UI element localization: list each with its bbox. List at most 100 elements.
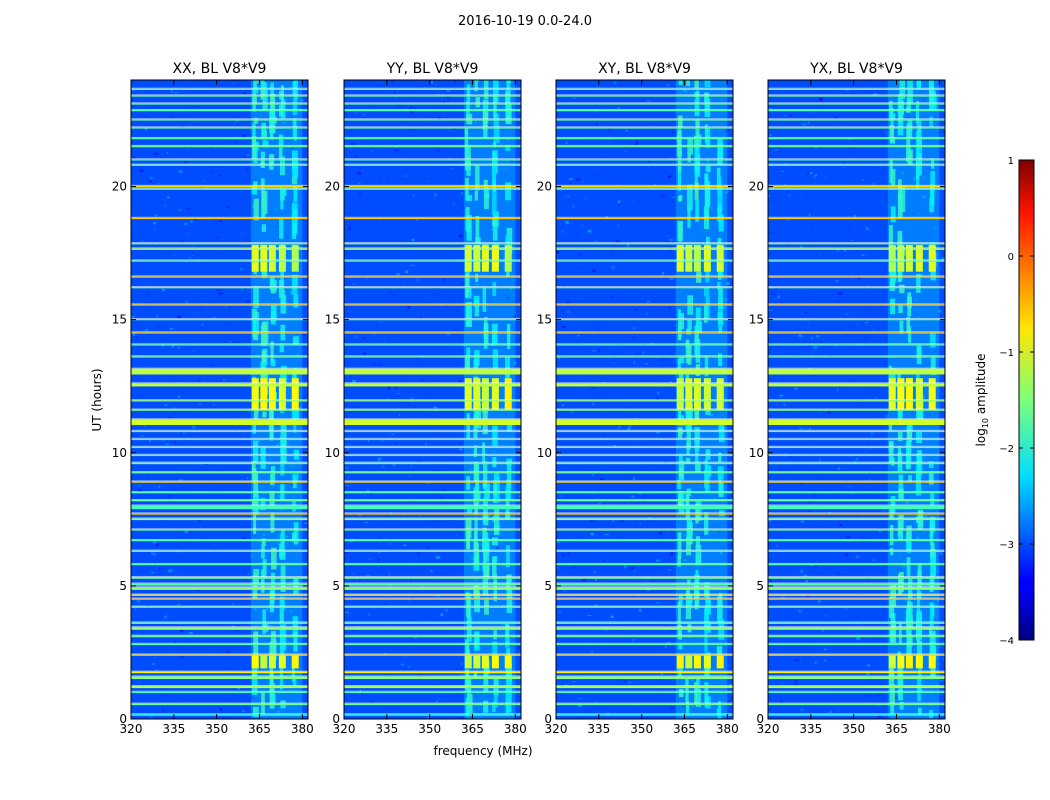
rfi-line xyxy=(131,159,308,161)
bright-block xyxy=(260,378,268,411)
signal-streak xyxy=(717,353,723,367)
bright-block xyxy=(928,245,936,272)
rfi-line xyxy=(768,643,945,646)
rfi-line xyxy=(768,691,945,694)
rfi-line xyxy=(131,685,308,689)
signal-streak xyxy=(898,267,903,281)
y-tick-label: 0 xyxy=(544,712,552,726)
y-tick-label: 20 xyxy=(325,180,340,194)
rfi-line xyxy=(344,260,521,262)
signal-streak xyxy=(718,427,725,443)
rfi-line xyxy=(556,159,733,161)
signal-streak xyxy=(281,528,285,555)
bright-block xyxy=(685,378,693,411)
rfi-line xyxy=(556,400,733,402)
rfi-lines xyxy=(768,87,945,716)
panel-xx: XX, BL V8*V9 320 335 350 365 380 0 5 10 15 20 xyxy=(112,61,314,736)
signal-streak xyxy=(918,707,922,715)
signal-streak xyxy=(293,577,299,594)
signal-streak xyxy=(718,286,723,309)
rfi-line xyxy=(344,594,521,596)
rfi-line xyxy=(556,88,733,90)
signal-streak xyxy=(474,190,478,201)
rfi-line xyxy=(344,318,521,321)
rfi-line xyxy=(131,643,308,646)
rfi-line xyxy=(131,185,308,188)
signal-streak xyxy=(466,84,471,101)
signal-streak xyxy=(505,623,509,639)
rfi-line xyxy=(768,472,945,474)
rfi-line xyxy=(344,430,521,433)
rfi-line xyxy=(556,332,733,334)
rfi-line xyxy=(556,287,733,289)
rfi-line xyxy=(768,505,945,510)
rfi-line xyxy=(344,188,521,190)
colorbar-tick-label: 0 xyxy=(1008,252,1014,263)
y-tick-label: 0 xyxy=(332,712,340,726)
rfi-line xyxy=(131,481,308,483)
rfi-line xyxy=(556,185,733,188)
signal-streak xyxy=(694,80,699,89)
signal-streak xyxy=(916,130,920,157)
bright-block xyxy=(251,655,259,669)
rfi-line xyxy=(556,676,733,680)
signal-streak xyxy=(493,96,497,119)
signal-streak xyxy=(493,484,498,496)
rfi-line xyxy=(556,635,733,638)
rfi-line xyxy=(131,304,308,306)
colorbar-tick-label: −4 xyxy=(999,636,1014,647)
signal-streak xyxy=(704,189,711,206)
rfi-line xyxy=(768,356,945,358)
plot-frame xyxy=(343,79,522,720)
rfi-line xyxy=(768,587,945,590)
bright-block xyxy=(268,378,276,411)
signal-streak xyxy=(270,693,276,706)
signal-streak xyxy=(694,427,700,444)
bright-block xyxy=(915,655,923,669)
signal-streak xyxy=(473,295,480,308)
signal-streak xyxy=(930,662,936,678)
rfi-line xyxy=(131,583,308,586)
rfi-line xyxy=(768,622,945,624)
signal-streak xyxy=(279,343,285,353)
rfi-line xyxy=(768,529,945,531)
rfi-line xyxy=(344,500,521,502)
rfi-line xyxy=(344,137,521,140)
signal-streak xyxy=(916,273,921,293)
signal-streak xyxy=(465,638,469,656)
y-tick-label: 5 xyxy=(332,579,340,593)
rfi-line xyxy=(344,587,521,590)
signal-streak xyxy=(465,286,472,299)
signal-streak xyxy=(293,119,297,130)
rfi-line xyxy=(556,622,733,624)
rfi-line xyxy=(344,513,521,515)
signal-streak xyxy=(694,325,699,344)
rfi-line xyxy=(768,685,945,689)
signal-streak xyxy=(492,141,497,148)
signal-streak xyxy=(888,224,894,250)
rfi-line xyxy=(344,654,521,656)
panel-title: XX, BL V8*V9 xyxy=(173,61,267,77)
rfi-line xyxy=(768,383,945,387)
panel-title: YY, BL V8*V9 xyxy=(386,61,479,77)
rfi-line xyxy=(344,383,521,387)
rfi-line xyxy=(768,95,945,97)
signal-streak xyxy=(473,487,480,505)
signal-streak xyxy=(929,551,935,559)
x-tick-label: 320 xyxy=(757,722,780,736)
signal-streak xyxy=(474,164,480,191)
bright-block xyxy=(473,378,481,411)
signal-streak xyxy=(897,446,902,468)
signal-streak xyxy=(929,197,934,213)
signal-streak xyxy=(492,167,497,179)
signal-streak xyxy=(703,305,708,323)
colorbar: 1 0 −1 −2 −3 −4 xyxy=(999,156,1035,647)
rfi-line xyxy=(131,276,308,278)
signal-streak xyxy=(253,512,257,534)
rfi-line xyxy=(131,594,308,596)
signal-streak xyxy=(704,512,709,535)
signal-streak xyxy=(907,149,913,158)
signal-streak xyxy=(475,215,480,242)
panel-title: YX, BL V8*V9 xyxy=(809,61,903,77)
signal-streak xyxy=(908,475,912,482)
